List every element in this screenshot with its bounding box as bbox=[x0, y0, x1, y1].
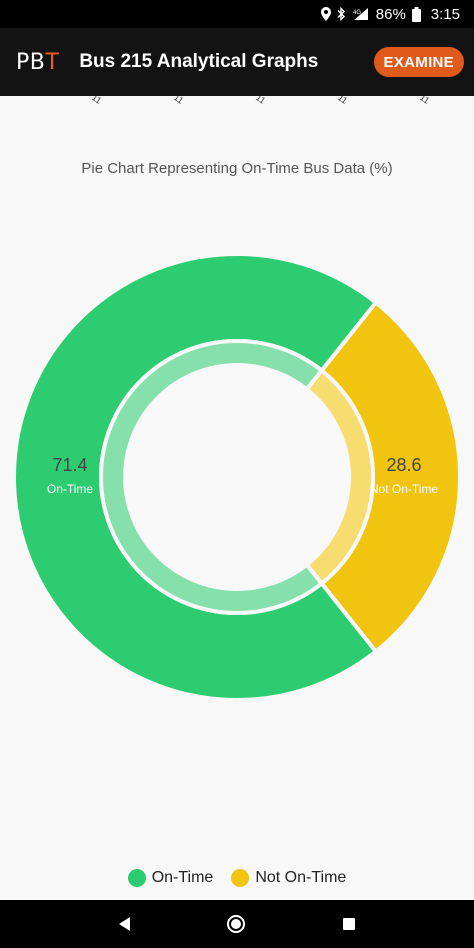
bluetooth-icon bbox=[337, 7, 346, 21]
app-logo-prefix: PB bbox=[16, 49, 46, 75]
battery-percentage: 86% bbox=[375, 5, 406, 23]
legend-swatch-on-time bbox=[127, 869, 146, 887]
pie-slice-not-on-time[interactable] bbox=[318, 299, 462, 655]
app-bar: PBT Bus 215 Analytical Graphs EXAMINE bbox=[0, 28, 474, 96]
app-logo-accent: T bbox=[45, 49, 60, 75]
legend-item-on-time[interactable]: On-Time bbox=[127, 869, 214, 887]
page-title: Bus 215 Analytical Graphs bbox=[79, 51, 319, 72]
pie-slice-inner-not-on-time bbox=[303, 367, 375, 587]
donut-chart: 71.4 On-Time 28.6 Not On-Time bbox=[12, 252, 462, 702]
slice-category-label: Not On-Time bbox=[370, 482, 439, 496]
battery-icon bbox=[411, 6, 421, 22]
clock: 3:15 bbox=[430, 5, 460, 23]
chart-title: Pie Chart Representing On-Time Bus Data … bbox=[81, 160, 393, 177]
pie-slice-on-time[interactable] bbox=[12, 252, 379, 702]
location-icon bbox=[320, 7, 331, 21]
pie-slice-inner-on-time bbox=[99, 339, 325, 615]
status-bar: 4G 86% 3:15 bbox=[0, 0, 474, 28]
back-icon[interactable] bbox=[118, 917, 130, 931]
app-logo: PBT bbox=[16, 50, 59, 75]
legend-label: On-Time bbox=[151, 869, 214, 886]
legend-label: Not On-Time bbox=[255, 869, 347, 886]
svg-text:4G: 4G bbox=[353, 10, 361, 16]
recent-apps-icon[interactable] bbox=[343, 918, 356, 930]
legend-swatch-not-on-time bbox=[231, 869, 250, 887]
home-icon[interactable] bbox=[227, 915, 246, 933]
signal-icon: 4G bbox=[352, 7, 370, 21]
chart-legend: On-Time Not On-Time bbox=[0, 869, 474, 887]
examine-button[interactable]: EXAMINE bbox=[373, 47, 464, 77]
slice-value-label: 71.4 bbox=[52, 455, 87, 475]
slice-value-label: 28.6 bbox=[386, 455, 421, 475]
system-nav-bar bbox=[0, 900, 474, 948]
slice-category-label: On-Time bbox=[47, 482, 94, 496]
chart-content: 11 11 11 11 11 Pie Chart Representing On… bbox=[0, 96, 474, 900]
legend-item-not-on-time[interactable]: Not On-Time bbox=[231, 869, 346, 887]
